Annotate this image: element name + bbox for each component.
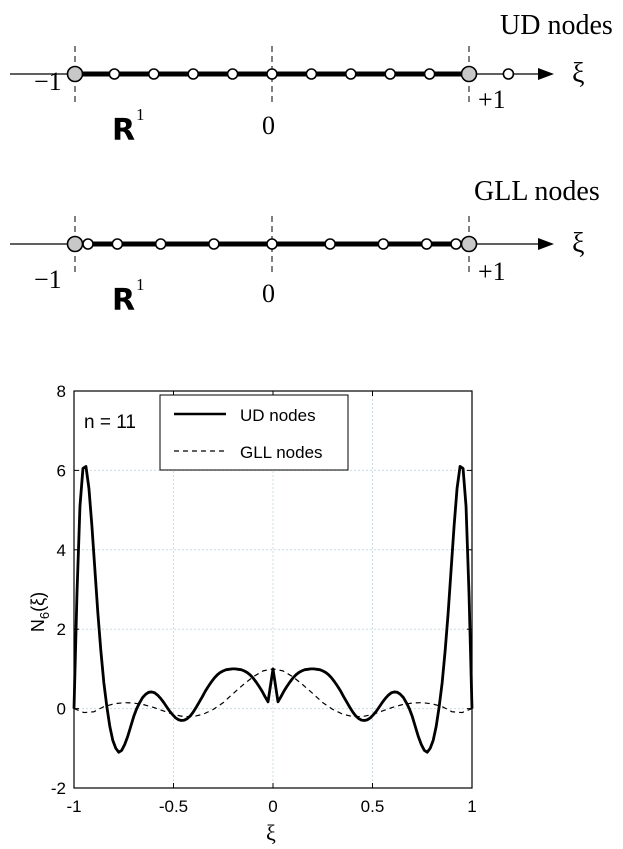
ud-node-9	[423, 68, 436, 80]
y-tick-label-0: -2	[51, 779, 66, 798]
ud-title: UD nodes	[500, 10, 613, 41]
gll-node-4	[208, 238, 220, 250]
x-axis-label: ξ	[266, 820, 276, 845]
ud-node-8	[384, 68, 397, 80]
ud-axis-symbol: ξ	[572, 58, 584, 89]
ud-node-10	[460, 65, 478, 83]
gll-node-6	[324, 238, 336, 250]
gll-title: GLL nodes	[474, 176, 600, 207]
y-tick-label-4: 6	[57, 461, 66, 480]
x-tick-label-2: 0	[268, 797, 277, 816]
ud-node-1	[108, 68, 121, 80]
ud-node-6	[305, 68, 318, 80]
y-tick-label-2: 2	[57, 620, 66, 639]
ud-node-0	[66, 65, 84, 83]
series-layer	[72, 465, 474, 754]
gll-nodes-panel: GLL nodes ξ −1 0 +1 R 1	[10, 176, 600, 318]
gll-node-8	[420, 238, 433, 250]
ud-node-11	[502, 68, 515, 80]
ud-tick-left: −1	[34, 67, 62, 96]
y-axis-label: N6(ξ)	[28, 592, 52, 632]
gll-node-7	[377, 238, 390, 250]
shape-function-chart: -1 -0.5 0 0.5 1 -2 0 2 4 6 8 n = 11 UD nodes GLL n…	[28, 382, 477, 845]
x-tick-label-4: 1	[467, 797, 476, 816]
y-tick-label-5: 8	[57, 382, 66, 401]
gll-tick-left: −1	[34, 265, 62, 294]
legend-label-ud: UD nodes	[240, 406, 316, 425]
gll-node-3	[154, 238, 167, 250]
ud-node-3	[187, 68, 199, 80]
ud-domain-symbol: R	[112, 113, 135, 148]
ud-tick-mid: 0	[262, 111, 275, 140]
ud-node-4	[226, 68, 239, 80]
legend: UD nodes GLL nodes	[159, 394, 349, 471]
gll-node-2	[111, 238, 124, 250]
gll-tick-mid: 0	[262, 279, 275, 308]
gll-node-group	[66, 235, 478, 253]
ud-node-5	[266, 68, 278, 80]
axis-tick-labels: -1 -0.5 0 0.5 1 -2 0 2 4 6 8	[51, 382, 477, 816]
legend-label-gll: GLL nodes	[240, 443, 323, 462]
y-axis-label-sub: 6	[37, 612, 52, 619]
ud-node-7	[344, 68, 357, 80]
gll-node-1	[82, 238, 94, 250]
x-tick-label-1: -0.5	[159, 797, 188, 816]
ud-axis-arrowhead	[538, 68, 554, 80]
ud-tick-right: +1	[478, 85, 506, 114]
gll-domain-symbol: R	[112, 283, 135, 318]
x-tick-label-0: -1	[66, 797, 81, 816]
gll-node-0	[66, 235, 84, 253]
ud-node-group	[66, 65, 515, 83]
gll-node-10	[460, 235, 478, 253]
gll-node-5	[266, 238, 278, 250]
y-axis-label-arg: (ξ)	[28, 592, 48, 612]
y-axis-label-main: N	[28, 619, 48, 632]
x-tick-label-3: 0.5	[361, 797, 385, 816]
gll-axis-symbol: ξ	[572, 228, 584, 259]
y-tick-label-1: 0	[57, 700, 66, 719]
y-tick-label-3: 4	[57, 541, 66, 560]
ud-domain-superscript: 1	[136, 105, 145, 124]
gll-tick-right: +1	[478, 257, 506, 286]
axis-ticks	[73, 390, 473, 789]
gll-domain-superscript: 1	[136, 275, 145, 294]
ud-node-2	[148, 68, 160, 80]
y-axis-label-text: N6(ξ)	[28, 592, 52, 632]
chart-annotation: n = 11	[84, 412, 136, 433]
series-gll-nodes-line	[73, 668, 473, 718]
gll-node-9	[450, 238, 462, 250]
ud-nodes-panel: UD nodes ξ −1 0 +1 R 1	[10, 10, 613, 148]
gll-axis-arrowhead	[538, 238, 554, 250]
legend-box	[159, 394, 349, 471]
